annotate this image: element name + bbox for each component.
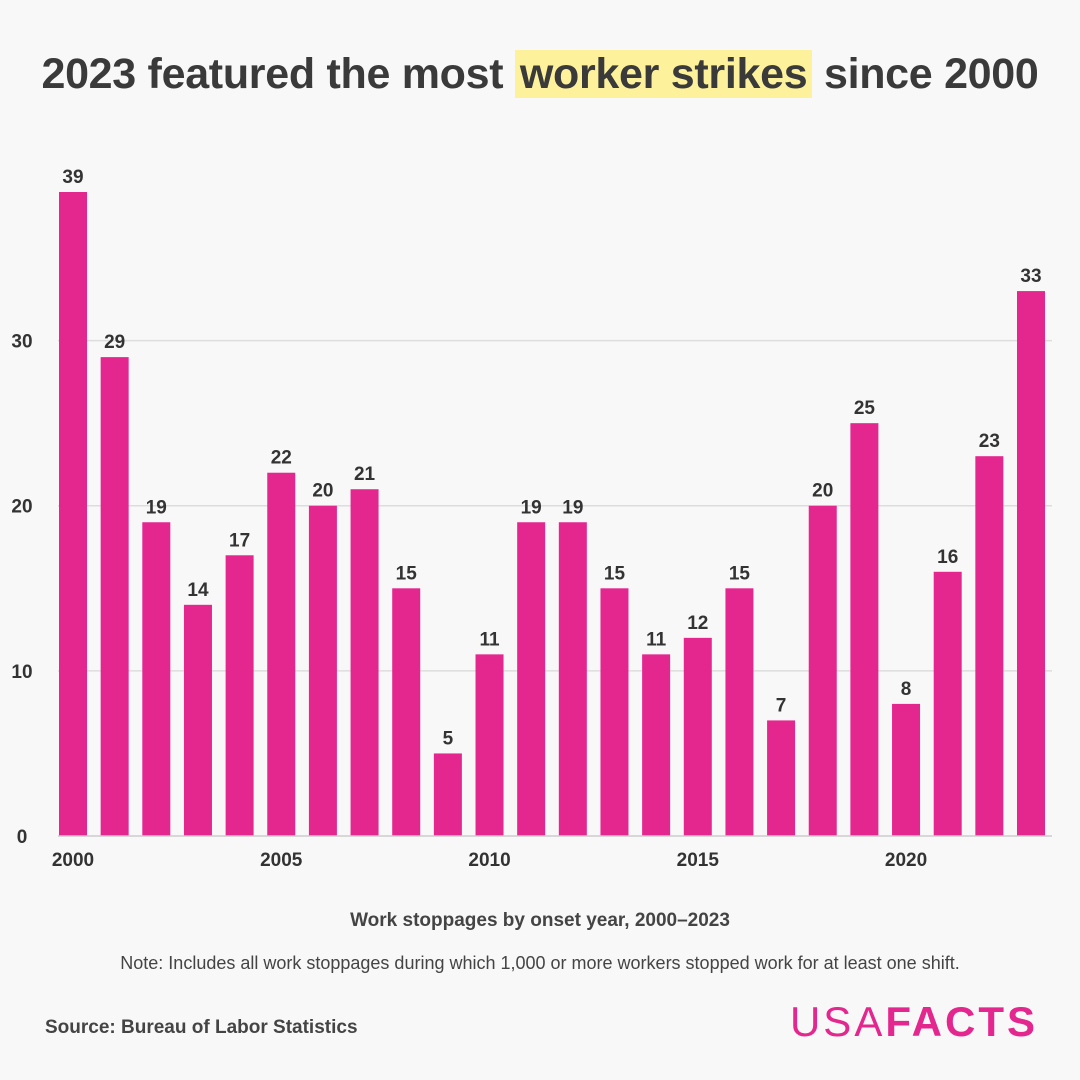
bar: [392, 588, 421, 836]
logo-part1: USA: [789, 998, 886, 1045]
bar: [600, 588, 629, 836]
bar: [350, 489, 379, 836]
bar: [142, 522, 171, 836]
data-label: 33: [1020, 266, 1041, 287]
y-tick-label: 0: [17, 827, 28, 848]
bar: [1017, 291, 1045, 837]
usafacts-logo: USAFACTS: [790, 998, 1038, 1046]
bar: [767, 720, 796, 836]
data-label: 19: [146, 497, 167, 518]
logo-part2: FACTS: [885, 998, 1038, 1045]
data-label: 22: [271, 448, 292, 469]
data-label: 15: [604, 563, 626, 584]
chart-subtitle: Work stoppages by onset year, 2000–2023: [350, 910, 730, 931]
data-label: 39: [62, 167, 83, 188]
title-highlight: worker strikes: [514, 50, 813, 98]
bar: [933, 571, 962, 836]
bar: [975, 456, 1004, 836]
title-post: since 2000: [812, 50, 1039, 98]
x-tick-label: 2015: [677, 850, 720, 871]
data-label: 20: [812, 481, 833, 502]
data-label: 25: [854, 398, 876, 419]
y-tick-label: 20: [11, 497, 32, 518]
chart-title: 2023 featured the most worker strikes si…: [0, 50, 1080, 99]
data-label: 11: [479, 629, 500, 650]
x-tick-label: 2005: [260, 850, 303, 871]
data-label: 8: [901, 679, 912, 700]
data-label: 5: [443, 728, 454, 749]
bar: [59, 192, 87, 836]
title-pre: 2023 featured the most: [41, 50, 515, 98]
data-label: 29: [104, 332, 125, 353]
data-label: 17: [229, 530, 250, 551]
y-tick-label: 30: [11, 332, 32, 353]
bar: [517, 522, 546, 836]
y-tick-label: 10: [11, 662, 32, 683]
bar: [225, 555, 254, 836]
bar: [267, 472, 296, 836]
bar: [433, 753, 462, 836]
data-label: 12: [687, 613, 708, 634]
bar: [892, 703, 921, 836]
data-label: 15: [396, 563, 418, 584]
data-label: 11: [646, 629, 667, 650]
bar: [308, 505, 337, 836]
x-tick-label: 2010: [468, 850, 510, 871]
data-label: 16: [937, 547, 958, 568]
data-label: 19: [562, 497, 583, 518]
bar: [725, 588, 754, 836]
bar: [808, 505, 837, 836]
data-label: 20: [312, 481, 333, 502]
x-tick-label: 2020: [885, 850, 927, 871]
bar: [683, 637, 712, 836]
bar: [850, 423, 879, 836]
data-label: 14: [187, 580, 209, 601]
bar: [100, 357, 129, 836]
chart-note: Note: Includes all work stoppages during…: [120, 953, 960, 973]
data-label: 21: [354, 464, 376, 485]
bar: [558, 522, 587, 836]
source-text: Source: Bureau of Labor Statistics: [45, 1017, 358, 1038]
data-label: 15: [729, 563, 751, 584]
data-label: 19: [521, 497, 542, 518]
bar: [642, 654, 671, 836]
bar: [475, 654, 504, 836]
x-tick-label: 2000: [52, 850, 94, 871]
bar: [183, 604, 212, 836]
data-label: 7: [776, 695, 787, 716]
data-label: 23: [979, 431, 1000, 452]
